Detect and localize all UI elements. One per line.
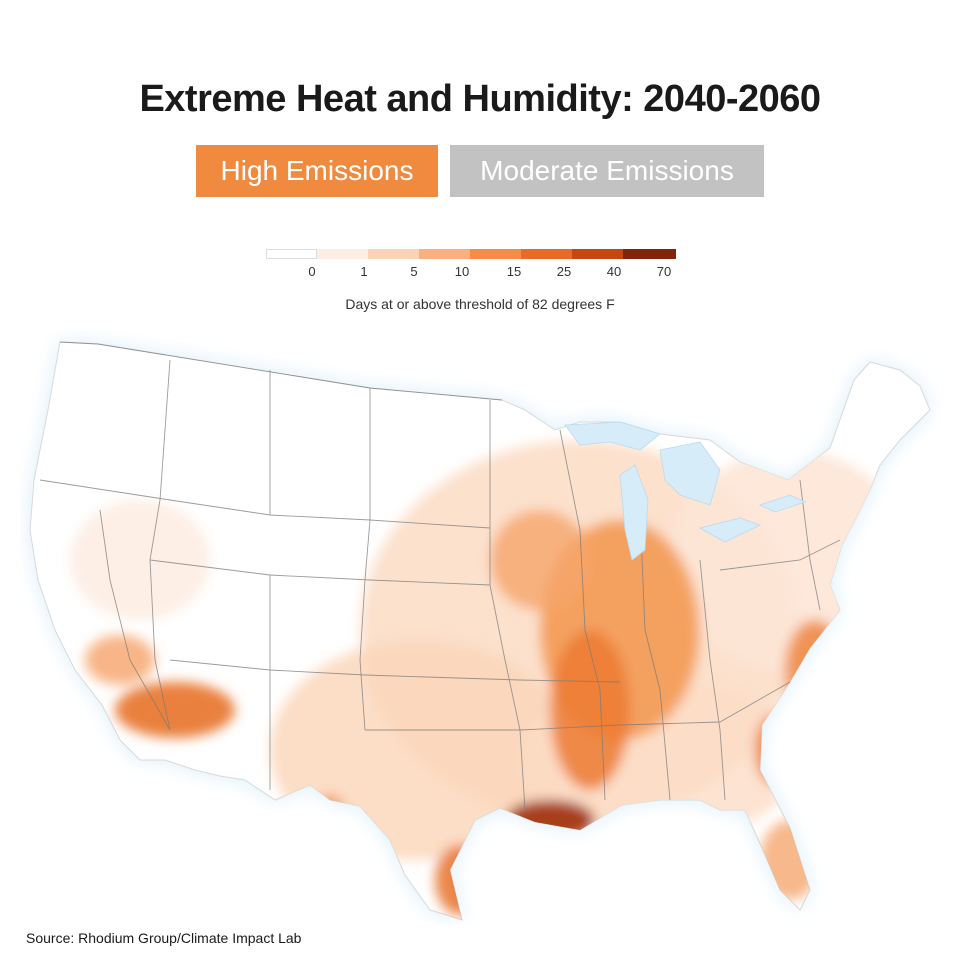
legend-tick-5: 25: [556, 264, 572, 279]
legend-tick-7: 70: [656, 264, 672, 279]
legend-swatch-1: [317, 249, 368, 259]
legend-tick-4: 15: [506, 264, 522, 279]
legend-swatch-0: [266, 249, 317, 259]
scenario-toggle: High Emissions Moderate Emissions: [0, 145, 960, 197]
great-lakes: [564, 421, 807, 561]
page-title: Extreme Heat and Humidity: 2040-2060: [139, 78, 821, 120]
legend-swatch-2: [368, 249, 419, 259]
color-legend: 0 1 5 10 15 25 40 70: [266, 249, 676, 289]
legend-swatch-5: [521, 249, 572, 259]
legend-tick-2: 5: [410, 264, 418, 279]
legend-caption: Days at or above threshold of 82 degrees…: [345, 296, 615, 312]
source-credit: Source: Rhodium Group/Climate Impact Lab: [26, 930, 302, 946]
state-borders: [39, 341, 841, 811]
us-heat-map: [29, 341, 931, 921]
legend-swatch-3: [419, 249, 470, 259]
legend-tick-0: 0: [308, 264, 316, 279]
legend-tick-3: 10: [454, 264, 470, 279]
legend-swatch-7: [623, 249, 676, 259]
legend-swatch-4: [470, 249, 521, 259]
high-emissions-button[interactable]: High Emissions: [196, 145, 438, 197]
moderate-emissions-button[interactable]: Moderate Emissions: [450, 145, 764, 197]
legend-swatch-6: [572, 249, 623, 259]
legend-tick-1: 1: [360, 264, 368, 279]
legend-tick-6: 40: [606, 264, 622, 279]
